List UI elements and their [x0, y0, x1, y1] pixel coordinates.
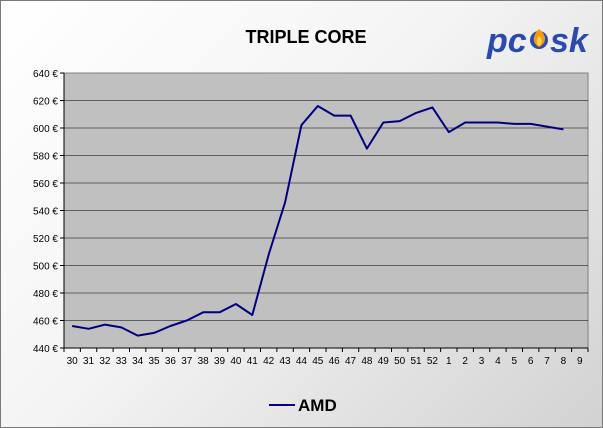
x-tick-label: 6 [528, 356, 534, 367]
logo-text-pc: pc [486, 22, 527, 60]
x-tick-label: 47 [345, 356, 357, 367]
x-tick-label: 31 [83, 356, 95, 367]
legend-label-amd: AMD [298, 396, 337, 415]
x-tick-label: 33 [116, 356, 128, 367]
y-axis: 440 € 460 € 480 € 500 € 520 € 540 € 560 € 580 €… [33, 69, 65, 355]
x-tick-label: 4 [495, 356, 501, 367]
x-tick-label: 45 [312, 356, 324, 367]
legend: AMD [269, 396, 337, 415]
x-tick-label: 1 [446, 356, 452, 367]
y-tick-label: 460 € [33, 317, 58, 328]
flame-icon [530, 29, 548, 49]
y-tick-label: 520 € [33, 234, 58, 245]
x-tick-label: 44 [296, 356, 308, 367]
x-tick-label: 43 [280, 356, 292, 367]
x-tick-label: 48 [361, 356, 373, 367]
x-tick-label: 2 [462, 356, 468, 367]
x-tick-label: 42 [263, 356, 275, 367]
gridlines [64, 100, 588, 321]
x-tick-label: 39 [214, 356, 226, 367]
x-axis: 30 31 32 33 34 35 36 37 38 39 40 41 42 43 44 45 46 47 48 49… [63, 347, 589, 367]
x-tick-label: 30 [67, 356, 79, 367]
x-tick-label: 41 [247, 356, 259, 367]
y-tick-label: 500 € [33, 262, 58, 273]
series-layer [72, 105, 564, 337]
y-tick-label: 560 € [33, 179, 58, 190]
x-tick-label: 51 [411, 356, 423, 367]
chart-title: TRIPLE CORE [245, 27, 366, 47]
series-line-amd [72, 105, 564, 337]
x-tick-label: 46 [329, 356, 341, 367]
y-tick-label: 600 € [33, 124, 58, 135]
y-tick-label: 540 € [33, 207, 58, 218]
x-tick-label: 7 [544, 356, 550, 367]
x-tick-label: 34 [132, 356, 144, 367]
logo-text-sk: sk [550, 22, 590, 60]
x-tick-label: 9 [577, 356, 583, 367]
x-tick-label: 49 [378, 356, 390, 367]
y-tick-label: 620 € [33, 97, 58, 108]
x-tick-label: 50 [394, 356, 406, 367]
y-tick-label: 580 € [33, 152, 58, 163]
x-tick-label: 35 [149, 356, 161, 367]
x-tick-label: 36 [165, 356, 177, 367]
x-tick-label: 8 [561, 356, 567, 367]
x-tick-label: 5 [512, 356, 518, 367]
x-tick-label: 52 [427, 356, 439, 367]
y-tick-label: 440 € [33, 344, 58, 355]
x-tick-label: 32 [99, 356, 111, 367]
y-tick-label: 640 € [33, 69, 58, 80]
x-tick-label: 40 [230, 356, 242, 367]
x-tick-label: 38 [198, 356, 210, 367]
x-tick-label: 37 [181, 356, 193, 367]
x-tick-label: 3 [479, 356, 485, 367]
y-tick-label: 480 € [33, 289, 58, 300]
